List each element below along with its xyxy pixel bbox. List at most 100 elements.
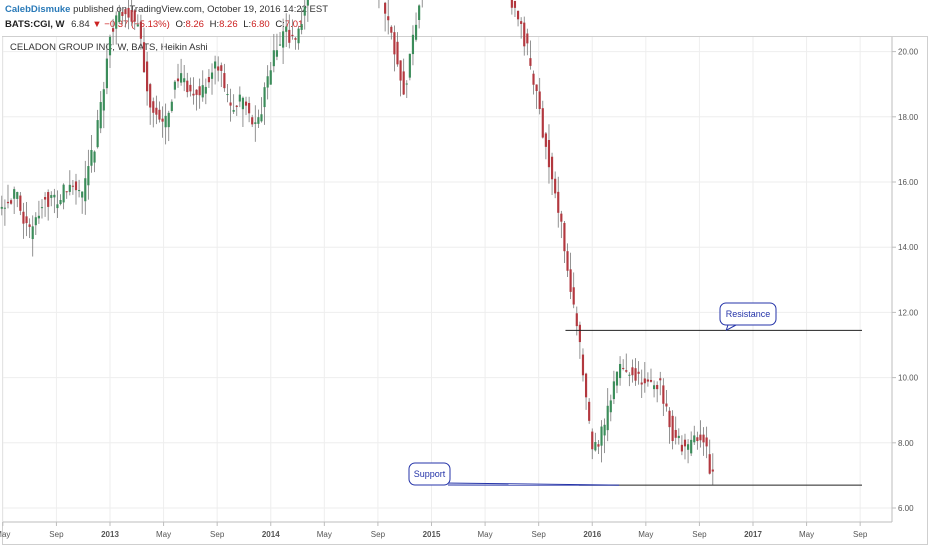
candle-body-up — [254, 122, 257, 124]
candle — [708, 439, 711, 475]
candle — [124, 7, 127, 28]
candle-body-down — [384, 2, 387, 14]
candle — [615, 371, 619, 394]
candle — [269, 62, 272, 85]
candle — [609, 394, 612, 422]
high-value: 8.26 — [219, 19, 238, 30]
candle — [659, 371, 662, 396]
candle — [248, 96, 251, 123]
candle-body-down — [532, 73, 535, 85]
candle — [204, 78, 207, 105]
y-tick-label: 10.00 — [898, 374, 919, 383]
candle — [591, 428, 594, 460]
candle — [62, 183, 65, 210]
candle-body-up — [53, 194, 56, 198]
candle-body-up — [615, 371, 619, 386]
candle-body-up — [214, 61, 217, 69]
candle-body-down — [646, 379, 649, 382]
candle-body-up — [238, 94, 241, 102]
candle-body-down — [155, 107, 158, 115]
candle-body-down — [127, 7, 130, 18]
candle-body-up — [405, 83, 408, 85]
candle-body-up — [105, 58, 108, 89]
candle — [71, 180, 74, 195]
candle-body-down — [130, 10, 133, 22]
candle — [47, 189, 50, 221]
x-tick-label: Sep — [853, 530, 868, 539]
open-value: 8.26 — [185, 19, 204, 30]
candle-body-down — [662, 385, 665, 404]
candle-body-down — [668, 410, 671, 428]
close-label: C: — [275, 19, 285, 30]
candle — [513, 0, 517, 17]
candle — [581, 348, 585, 382]
candle — [99, 91, 102, 134]
candle-body-down — [22, 211, 25, 224]
candle-body-down — [705, 437, 708, 447]
candle — [520, 17, 523, 39]
candle — [643, 362, 646, 393]
candle-body-up — [606, 405, 609, 431]
candle — [176, 63, 180, 88]
x-tick-label: 2014 — [262, 530, 280, 539]
candle — [59, 194, 62, 206]
candle — [278, 32, 282, 47]
candle — [0, 195, 3, 216]
candle-body-down — [702, 434, 705, 443]
candle — [53, 188, 56, 214]
candle — [56, 190, 59, 218]
candle — [19, 192, 22, 216]
candle-body-down — [554, 178, 557, 194]
candle-body-down — [591, 431, 594, 450]
candle-body-up — [686, 444, 690, 450]
candle-body-up — [677, 435, 680, 439]
candle-body-down — [699, 434, 702, 441]
annotations: Resistance Support — [408, 302, 777, 486]
candle — [22, 202, 25, 239]
candle-body-down — [28, 224, 31, 227]
candle-body-up — [263, 87, 266, 108]
candle-body-up — [108, 36, 112, 56]
candle — [393, 25, 396, 72]
candle — [189, 77, 192, 97]
candle-body-down — [659, 378, 662, 381]
candle-body-down — [622, 367, 625, 369]
candle — [557, 176, 560, 228]
candle-body-up — [600, 426, 603, 446]
candle-body-down — [291, 34, 294, 37]
candle-body-down — [244, 101, 248, 106]
candle — [683, 433, 687, 460]
candle-body-up — [275, 50, 279, 57]
candle-body-down — [390, 26, 393, 33]
candle — [9, 198, 13, 205]
candle — [603, 418, 606, 454]
candle — [195, 89, 198, 111]
candle-body-down — [625, 370, 628, 372]
candle-body-down — [526, 33, 529, 44]
candle — [108, 34, 112, 69]
candle — [606, 388, 609, 442]
candle — [532, 70, 535, 95]
candle — [28, 218, 31, 239]
candle — [251, 114, 254, 128]
candle-body-down — [544, 133, 547, 147]
candle-body-up — [0, 206, 3, 209]
candle-body-up — [183, 78, 186, 83]
candle — [529, 40, 532, 70]
candle — [563, 221, 566, 264]
candle-body-down — [402, 71, 405, 95]
candle — [696, 431, 699, 450]
candle — [229, 88, 232, 122]
candle-body-up — [173, 81, 177, 90]
y-tick-label: 14.00 — [898, 243, 919, 252]
candle — [266, 65, 269, 100]
candle-body-down — [146, 61, 149, 92]
grid — [2, 37, 892, 522]
candle — [78, 179, 81, 198]
candle-body-up — [37, 215, 40, 219]
candle — [118, 4, 121, 24]
candle-body-up — [303, 6, 306, 16]
author-link[interactable]: CalebDismuke — [5, 4, 71, 15]
candle — [13, 186, 16, 214]
